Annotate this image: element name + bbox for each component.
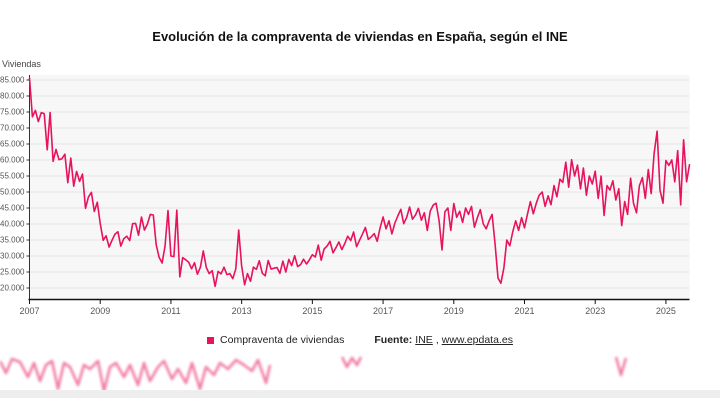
x-tick-label: 2015 <box>302 306 322 316</box>
source-separator: , <box>435 334 439 346</box>
x-tick-label: 2013 <box>232 306 252 316</box>
x-tick-label: 2011 <box>161 306 180 316</box>
y-tick-label: 50.000 <box>0 187 25 196</box>
source-prefix: Fuente: <box>374 334 413 346</box>
legend-row: Compraventa de viviendas Fuente: INE , w… <box>0 334 720 346</box>
y-tick-label: 40.000 <box>0 219 25 228</box>
source-line: Fuente: INE , www.epdata.es <box>374 334 513 346</box>
y-tick-label: 55.000 <box>0 171 25 180</box>
blurred-chart-fragment <box>0 356 628 393</box>
y-tick-label: 25.000 <box>0 267 25 276</box>
y-tick-label: 75.000 <box>0 107 25 116</box>
line-chart-canvas[interactable]: 85.000 80.000 75.000 70.000 65.000 60.000 55.0… <box>0 70 720 322</box>
y-tick-label: 65.000 <box>0 139 25 148</box>
chart-title: Evolución de la compraventa de viviendas… <box>152 29 568 44</box>
y-tick-label: 20.000 <box>0 283 25 292</box>
x-tick-label: 2007 <box>19 306 39 316</box>
y-tick-label: 60.000 <box>0 155 25 164</box>
y-tick-label: 70.000 <box>0 123 25 132</box>
y-tick-label: 45.000 <box>0 203 25 212</box>
background-chart-strip <box>0 355 720 405</box>
plot-background <box>29 75 690 299</box>
x-tick-label: 2025 <box>656 306 676 316</box>
y-tick-label: 80.000 <box>0 91 25 100</box>
legend-series-label: Compraventa de viviendas <box>220 334 345 346</box>
x-tick-label: 2009 <box>90 306 110 316</box>
legend-marker-icon <box>207 336 215 344</box>
x-tick-label: 2021 <box>514 306 534 316</box>
chart-area[interactable]: 85.000 80.000 75.000 70.000 65.000 60.000 55.0… <box>0 70 720 322</box>
y-tick-label: 30.000 <box>0 251 25 260</box>
y-tick-label: 35.000 <box>0 235 25 244</box>
x-tick-label: 2023 <box>585 306 605 316</box>
series-line-compraventa[interactable] <box>28 77 691 288</box>
legend-item-compraventa[interactable]: Compraventa de viviendas <box>207 334 344 346</box>
bottom-scroll-bar[interactable] <box>0 390 720 398</box>
y-axis-unit-label: Viviendas <box>2 59 41 69</box>
x-tick-label: 2019 <box>444 306 464 316</box>
source-link-epdata[interactable]: www.epdata.es <box>441 334 513 346</box>
source-link-ine[interactable]: INE <box>415 334 433 346</box>
x-tick-label: 2017 <box>373 306 393 316</box>
y-tick-label: 85.000 <box>0 75 25 84</box>
